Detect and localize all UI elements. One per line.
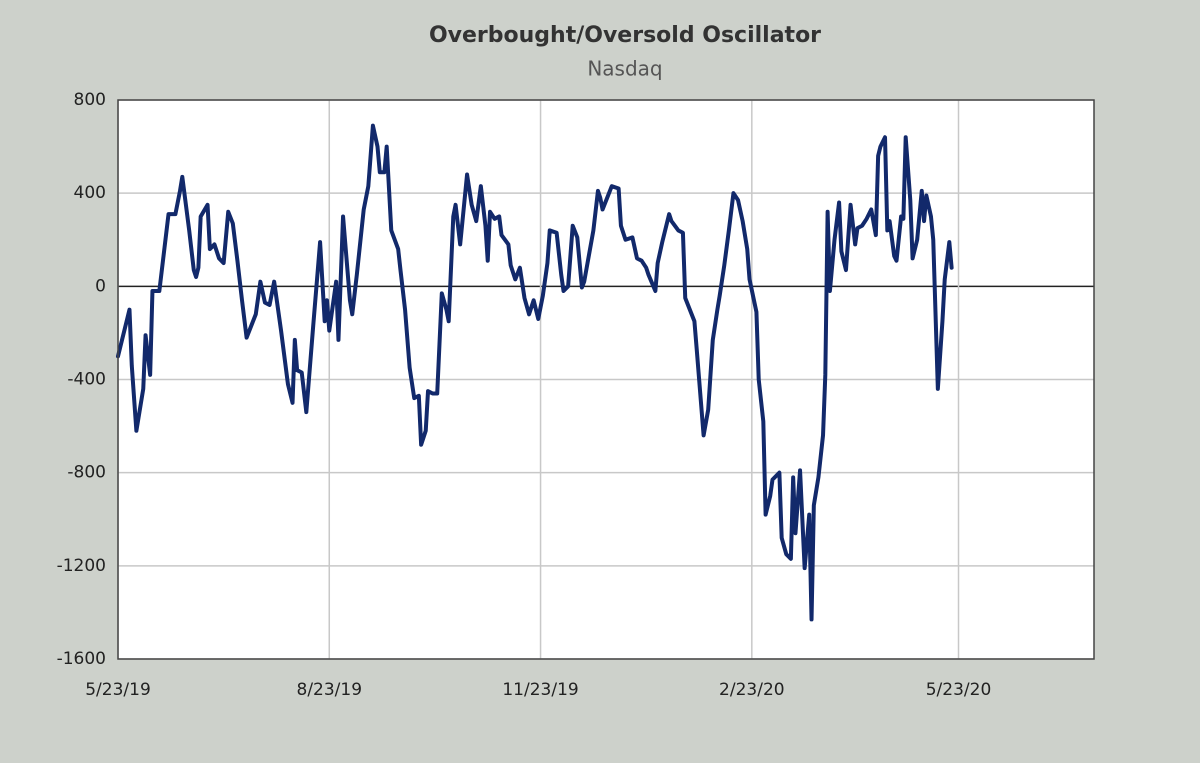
y-tick-label: -400 (67, 370, 106, 390)
chart-title: Overbought/Oversold Oscillator (429, 23, 821, 48)
y-tick-label: -800 (67, 463, 106, 483)
x-tick-label: 2/23/20 (719, 680, 785, 700)
data-line (116, 123, 954, 622)
y-tick-label: 400 (74, 183, 106, 203)
y-tick-label: -1600 (57, 649, 106, 669)
y-tick-label: 800 (74, 90, 106, 110)
y-tick-label: 0 (95, 276, 106, 296)
y-tick-label: -1200 (57, 556, 106, 576)
plot-border (117, 99, 1095, 660)
x-tick-label: 11/23/19 (502, 680, 578, 700)
chart-subtitle: Nasdaq (587, 57, 662, 81)
marks (116, 123, 954, 622)
x-tick-label: 5/23/20 (926, 680, 992, 700)
x-tick-label: 8/23/19 (297, 680, 363, 700)
x-tick-label: 5/23/19 (85, 680, 151, 700)
